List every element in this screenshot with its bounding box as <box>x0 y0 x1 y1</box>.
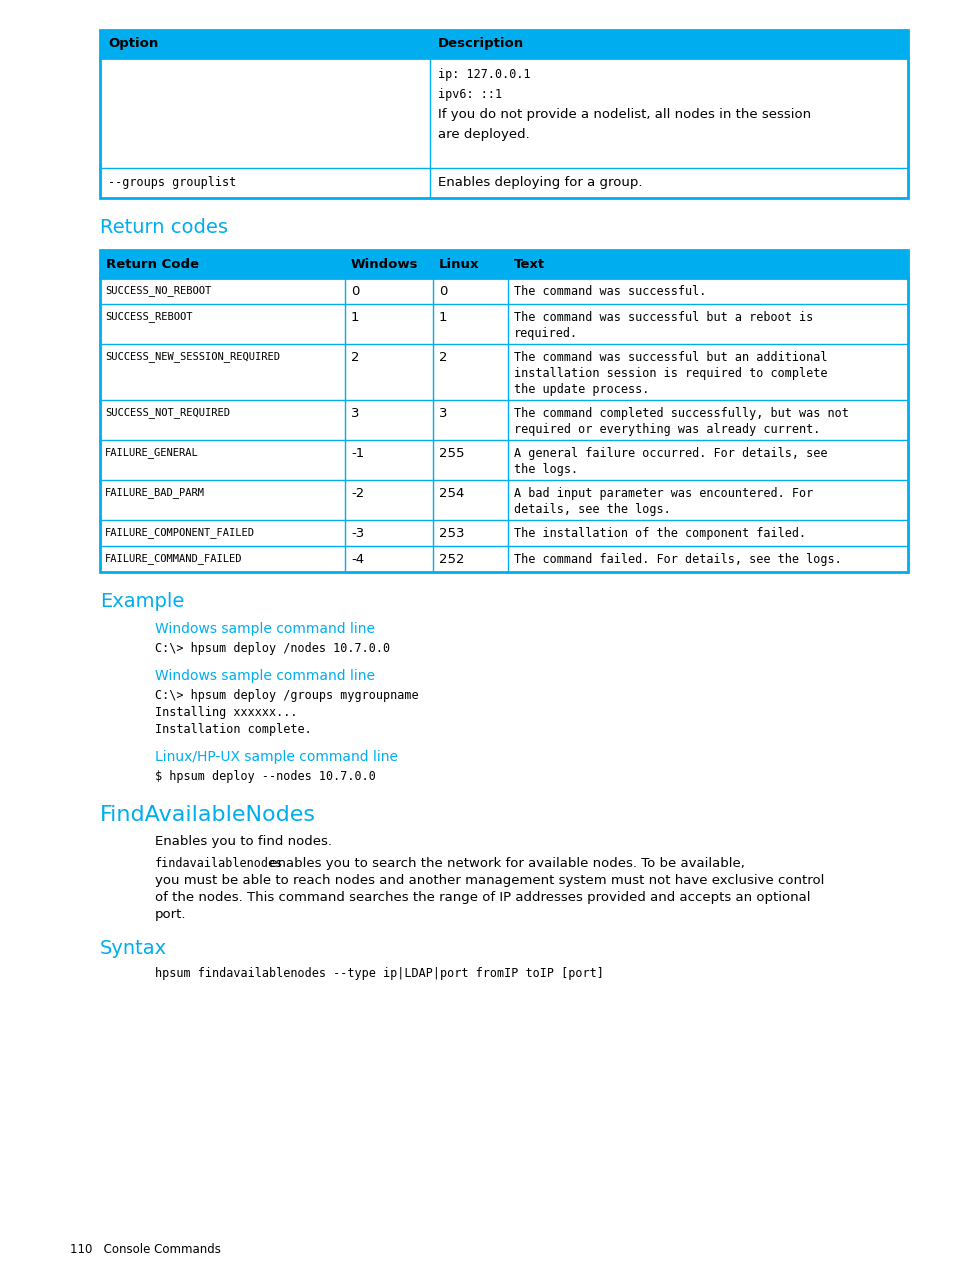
Text: The command completed successfully, but was not: The command completed successfully, but … <box>514 407 848 419</box>
Text: the update process.: the update process. <box>514 383 649 397</box>
Text: --groups grouplist: --groups grouplist <box>108 175 236 189</box>
Text: A general failure occurred. For details, see: A general failure occurred. For details,… <box>514 447 826 460</box>
Text: 110   Console Commands: 110 Console Commands <box>70 1243 221 1256</box>
Text: FAILURE_BAD_PARM: FAILURE_BAD_PARM <box>105 487 205 498</box>
Text: ip: 127.0.0.1: ip: 127.0.0.1 <box>437 69 530 81</box>
Text: SUCCESS_NO_REBOOT: SUCCESS_NO_REBOOT <box>105 285 211 296</box>
Text: are deployed.: are deployed. <box>437 128 529 141</box>
Text: required or everything was already current.: required or everything was already curre… <box>514 423 820 436</box>
Text: 3: 3 <box>438 407 447 419</box>
Text: 2: 2 <box>438 351 447 364</box>
Text: required.: required. <box>514 327 578 341</box>
Bar <box>100 250 907 572</box>
Text: Return Code: Return Code <box>106 258 199 271</box>
Text: SUCCESS_NEW_SESSION_REQUIRED: SUCCESS_NEW_SESSION_REQUIRED <box>105 351 280 362</box>
Text: 0: 0 <box>351 285 359 297</box>
Text: Example: Example <box>100 592 184 611</box>
Text: SUCCESS_REBOOT: SUCCESS_REBOOT <box>105 311 193 322</box>
Text: details, see the logs.: details, see the logs. <box>514 503 670 516</box>
Text: C:\> hpsum deploy /nodes 10.7.0.0: C:\> hpsum deploy /nodes 10.7.0.0 <box>154 642 390 655</box>
Text: The command was successful.: The command was successful. <box>514 285 705 297</box>
Text: Installing xxxxxx...: Installing xxxxxx... <box>154 705 297 719</box>
Text: Windows: Windows <box>351 258 418 271</box>
Text: -3: -3 <box>351 527 364 540</box>
Bar <box>100 250 907 278</box>
Text: A bad input parameter was encountered. For: A bad input parameter was encountered. F… <box>514 487 812 500</box>
Text: Text: Text <box>514 258 544 271</box>
Text: SUCCESS_NOT_REQUIRED: SUCCESS_NOT_REQUIRED <box>105 407 230 418</box>
Text: The installation of the component failed.: The installation of the component failed… <box>514 527 805 540</box>
Text: Description: Description <box>437 38 523 51</box>
Text: 0: 0 <box>438 285 447 297</box>
Text: hpsum findavailablenodes --type ip|LDAP|port fromIP toIP [port]: hpsum findavailablenodes --type ip|LDAP|… <box>154 967 603 980</box>
Text: of the nodes. This command searches the range of IP addresses provided and accep: of the nodes. This command searches the … <box>154 891 810 904</box>
Text: Enables you to find nodes.: Enables you to find nodes. <box>154 835 332 848</box>
Text: Option: Option <box>108 38 158 51</box>
Text: the logs.: the logs. <box>514 463 578 477</box>
Text: -2: -2 <box>351 487 364 500</box>
Text: FindAvailableNodes: FindAvailableNodes <box>100 805 315 825</box>
Text: findavailablenodes: findavailablenodes <box>154 857 283 871</box>
Text: Windows sample command line: Windows sample command line <box>154 669 375 683</box>
Text: Linux: Linux <box>438 258 479 271</box>
Text: FAILURE_COMPONENT_FAILED: FAILURE_COMPONENT_FAILED <box>105 527 254 538</box>
Text: FAILURE_GENERAL: FAILURE_GENERAL <box>105 447 198 458</box>
Text: Windows sample command line: Windows sample command line <box>154 622 375 636</box>
Text: 255: 255 <box>438 447 464 460</box>
Text: C:\> hpsum deploy /groups mygroupname: C:\> hpsum deploy /groups mygroupname <box>154 689 418 702</box>
Text: 253: 253 <box>438 527 464 540</box>
Text: ipv6: ::1: ipv6: ::1 <box>437 88 501 100</box>
Text: Syntax: Syntax <box>100 939 167 958</box>
Text: 3: 3 <box>351 407 359 419</box>
Text: $ hpsum deploy --nodes 10.7.0.0: $ hpsum deploy --nodes 10.7.0.0 <box>154 770 375 783</box>
Text: Return codes: Return codes <box>100 219 228 236</box>
Text: FAILURE_COMMAND_FAILED: FAILURE_COMMAND_FAILED <box>105 553 242 564</box>
Text: installation session is required to complete: installation session is required to comp… <box>514 367 826 380</box>
Text: The command was successful but a reboot is: The command was successful but a reboot … <box>514 311 812 324</box>
Bar <box>100 31 907 58</box>
Text: 2: 2 <box>351 351 359 364</box>
Text: Enables deploying for a group.: Enables deploying for a group. <box>437 175 641 189</box>
Text: 1: 1 <box>438 311 447 324</box>
Text: port.: port. <box>154 907 186 921</box>
Text: -4: -4 <box>351 553 364 566</box>
Text: 254: 254 <box>438 487 464 500</box>
Text: 1: 1 <box>351 311 359 324</box>
Text: The command failed. For details, see the logs.: The command failed. For details, see the… <box>514 553 841 566</box>
Text: If you do not provide a nodelist, all nodes in the session: If you do not provide a nodelist, all no… <box>437 108 810 121</box>
Text: Linux/HP-UX sample command line: Linux/HP-UX sample command line <box>154 750 397 764</box>
Text: you must be able to reach nodes and another management system must not have excl: you must be able to reach nodes and anot… <box>154 874 823 887</box>
Text: 252: 252 <box>438 553 464 566</box>
Text: enables you to search the network for available nodes. To be available,: enables you to search the network for av… <box>265 857 744 871</box>
Text: The command was successful but an additional: The command was successful but an additi… <box>514 351 826 364</box>
Text: Installation complete.: Installation complete. <box>154 723 312 736</box>
Text: -1: -1 <box>351 447 364 460</box>
Bar <box>100 31 907 198</box>
